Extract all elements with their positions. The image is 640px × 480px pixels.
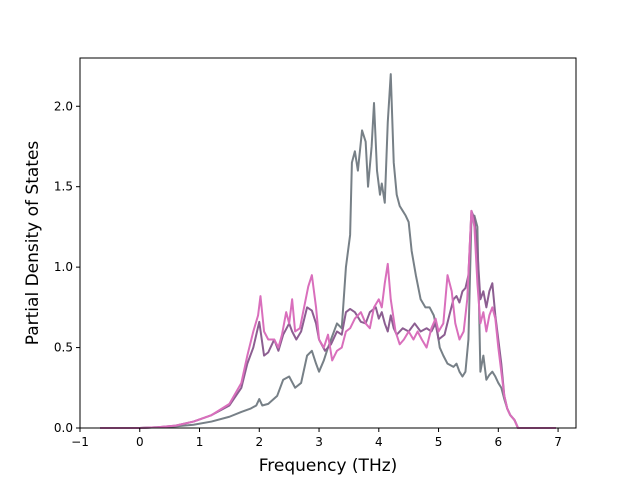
y-axis-ticks: 0.0 0.5 1.0 1.5 2.0 (54, 99, 80, 435)
x-tick-label: 3 (315, 435, 323, 449)
y-axis-label: Partial Density of States (23, 141, 43, 346)
x-axis-label: Frequency (THz) (259, 456, 398, 476)
x-tick-label: 5 (435, 435, 443, 449)
x-tick-label: 4 (375, 435, 383, 449)
series-line-1 (99, 73, 557, 429)
y-tick-label: 1.5 (54, 180, 73, 194)
y-tick-label: 0.0 (54, 421, 73, 435)
series-line-3 (99, 209, 557, 429)
x-tick-label: −1 (71, 435, 89, 449)
x-tick-label: 1 (196, 435, 204, 449)
x-tick-label: 7 (554, 435, 562, 449)
series-layer (99, 73, 557, 429)
plot-frame (79, 57, 577, 429)
y-tick-label: 2.0 (54, 99, 73, 113)
y-tick-label: 0.5 (54, 341, 73, 355)
y-tick-label: 1.0 (54, 260, 73, 274)
x-tick-label: 2 (255, 435, 263, 449)
x-tick-label: 0 (136, 435, 144, 449)
series-line-2 (99, 209, 557, 429)
x-tick-label: 6 (494, 435, 502, 449)
x-axis-ticks: −1 0 1 2 3 4 5 6 7 (71, 428, 562, 449)
